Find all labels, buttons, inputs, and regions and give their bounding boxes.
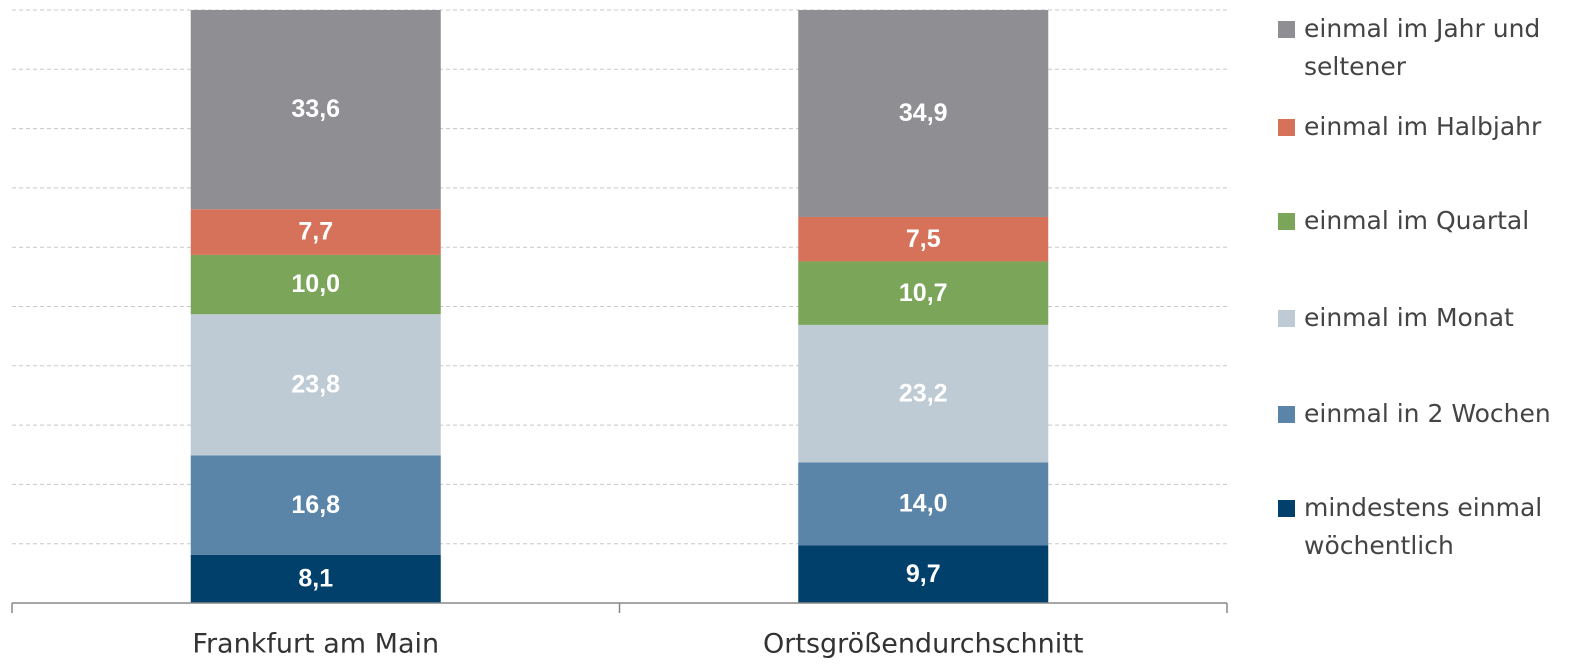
bar-segment xyxy=(190,254,441,315)
bar-segment xyxy=(798,261,1049,325)
legend-item: einmal im Jahr und seltener xyxy=(1278,10,1570,86)
data-label: 9,7 xyxy=(906,560,941,588)
legend-swatch xyxy=(1278,21,1295,38)
bar-segment xyxy=(190,209,441,255)
bar-segment xyxy=(798,216,1049,262)
legend-label: einmal in 2 Wochen xyxy=(1304,399,1551,428)
data-label: 10,0 xyxy=(291,270,340,298)
data-label: 23,2 xyxy=(899,379,948,407)
legend-swatch xyxy=(1278,500,1295,517)
legend-item: einmal in 2 Wochen xyxy=(1278,395,1570,433)
legend-swatch xyxy=(1278,310,1295,327)
bar-segment xyxy=(190,455,441,555)
data-label: 10,7 xyxy=(899,279,948,307)
data-label: 7,7 xyxy=(298,218,333,246)
bar-segment xyxy=(798,545,1049,603)
bar-segment xyxy=(190,554,441,603)
data-label: 34,9 xyxy=(899,99,948,127)
bar-segment xyxy=(190,10,441,210)
legend-item: einmal im Monat xyxy=(1278,299,1570,337)
legend-label: einmal im Jahr und seltener xyxy=(1304,14,1541,81)
data-label: 8,1 xyxy=(298,565,333,593)
legend-item: einmal im Quartal xyxy=(1278,202,1570,240)
legend-swatch xyxy=(1278,406,1295,423)
data-label: 33,6 xyxy=(291,95,340,123)
legend-item: mindestens einmal wöchentlich xyxy=(1278,489,1570,565)
bar-segment xyxy=(190,314,441,456)
data-label: 16,8 xyxy=(291,491,340,519)
data-label: 23,8 xyxy=(291,370,340,398)
data-label: 7,5 xyxy=(906,225,941,253)
legend-label: einmal im Halbjahr xyxy=(1304,112,1542,141)
data-label: 14,0 xyxy=(899,490,948,518)
legend-swatch xyxy=(1278,119,1295,136)
legend-label: mindestens einmal wöchentlich xyxy=(1304,493,1543,560)
legend-label: einmal im Quartal xyxy=(1304,206,1530,235)
x-tick-label: Ortsgrößendurchschnitt xyxy=(763,629,1083,660)
bar-segment xyxy=(798,10,1049,217)
bar-segment xyxy=(798,324,1049,463)
legend-item: einmal im Halbjahr xyxy=(1278,108,1570,146)
legend-label: einmal im Monat xyxy=(1304,303,1514,332)
bar-segment xyxy=(798,462,1049,546)
legend-swatch xyxy=(1278,213,1295,230)
x-tick-label: Frankfurt am Main xyxy=(192,629,439,660)
